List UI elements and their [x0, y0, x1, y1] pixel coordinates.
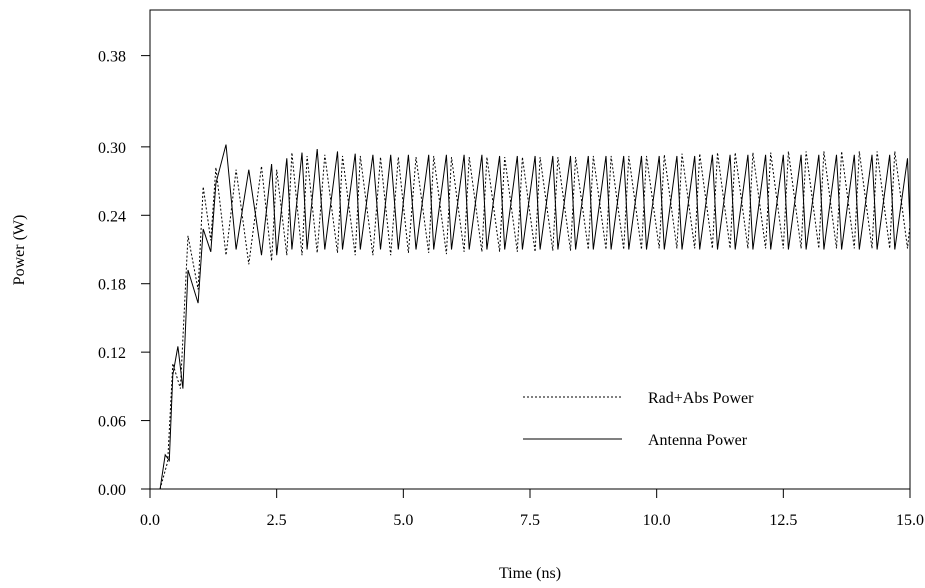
y-tick-label: 0.24 [98, 208, 126, 225]
legend-label-rad-abs: Rad+Abs Power [648, 390, 754, 407]
legend-label-antenna: Antenna Power [648, 432, 748, 449]
y-tick-label: 0.18 [98, 277, 126, 294]
x-tick-label: 2.5 [267, 512, 287, 529]
y-tick-label: 0.06 [98, 414, 126, 431]
series-layer [159, 144, 911, 490]
x-tick-label: 10.0 [643, 512, 671, 529]
y-tick-label: 0.00 [98, 482, 126, 499]
y-tick-label: 0.30 [98, 140, 126, 157]
y-axis: 0.00 0.06 0.12 0.18 0.24 0.30 0.38 [98, 49, 150, 499]
x-tick-label: 0.0 [140, 512, 160, 529]
y-tick-label: 0.12 [98, 345, 126, 362]
series-line-rad-abs-power [159, 151, 911, 490]
plot-frame [149, 9, 911, 490]
x-axis: 0.0 2.5 5.0 7.5 10.0 12.5 15.0 [140, 489, 924, 529]
x-tick-label: 12.5 [769, 512, 797, 529]
y-tick-label: 0.38 [98, 49, 126, 66]
legend: Rad+Abs Power Antenna Power [523, 390, 754, 449]
x-tick-label: 7.5 [520, 512, 540, 529]
series-line-antenna-power [159, 144, 911, 490]
x-axis-label: Time (ns) [499, 565, 561, 582]
x-tick-label: 15.0 [896, 512, 924, 529]
y-axis-label: Power (W) [11, 215, 28, 286]
x-tick-label: 5.0 [393, 512, 413, 529]
